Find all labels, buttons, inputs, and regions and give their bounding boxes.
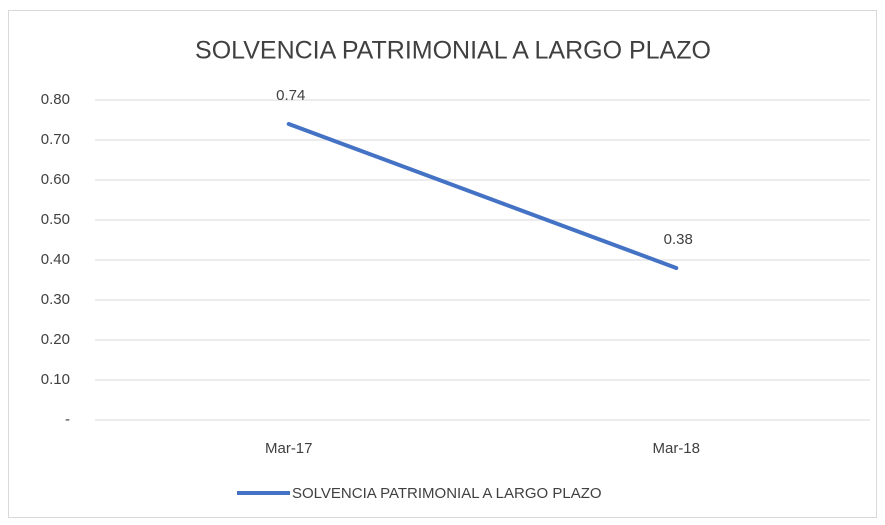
- y-tick-label: 0.70: [41, 131, 70, 148]
- y-tick-label: 0.80: [41, 91, 70, 108]
- series-line: [286, 122, 679, 270]
- legend-label: SOLVENCIA PATRIMONIAL A LARGO PLAZO: [292, 485, 602, 502]
- data-label: 0.74: [276, 87, 305, 104]
- chart-border: [8, 10, 877, 518]
- data-label: 0.38: [664, 231, 693, 248]
- y-tick-label: 0.20: [41, 331, 70, 348]
- x-tick-label: Mar-17: [265, 440, 313, 457]
- y-tick-label: -: [65, 411, 70, 428]
- y-tick-label: 0.60: [41, 171, 70, 188]
- y-tick-label: 0.10: [41, 371, 70, 388]
- y-tick-label: 0.30: [41, 291, 70, 308]
- y-tick-label: 0.40: [41, 251, 70, 268]
- x-tick-label: Mar-18: [652, 440, 700, 457]
- y-tick-label: 0.50: [41, 211, 70, 228]
- chart-title: SOLVENCIA PATRIMONIAL A LARGO PLAZO: [195, 37, 711, 65]
